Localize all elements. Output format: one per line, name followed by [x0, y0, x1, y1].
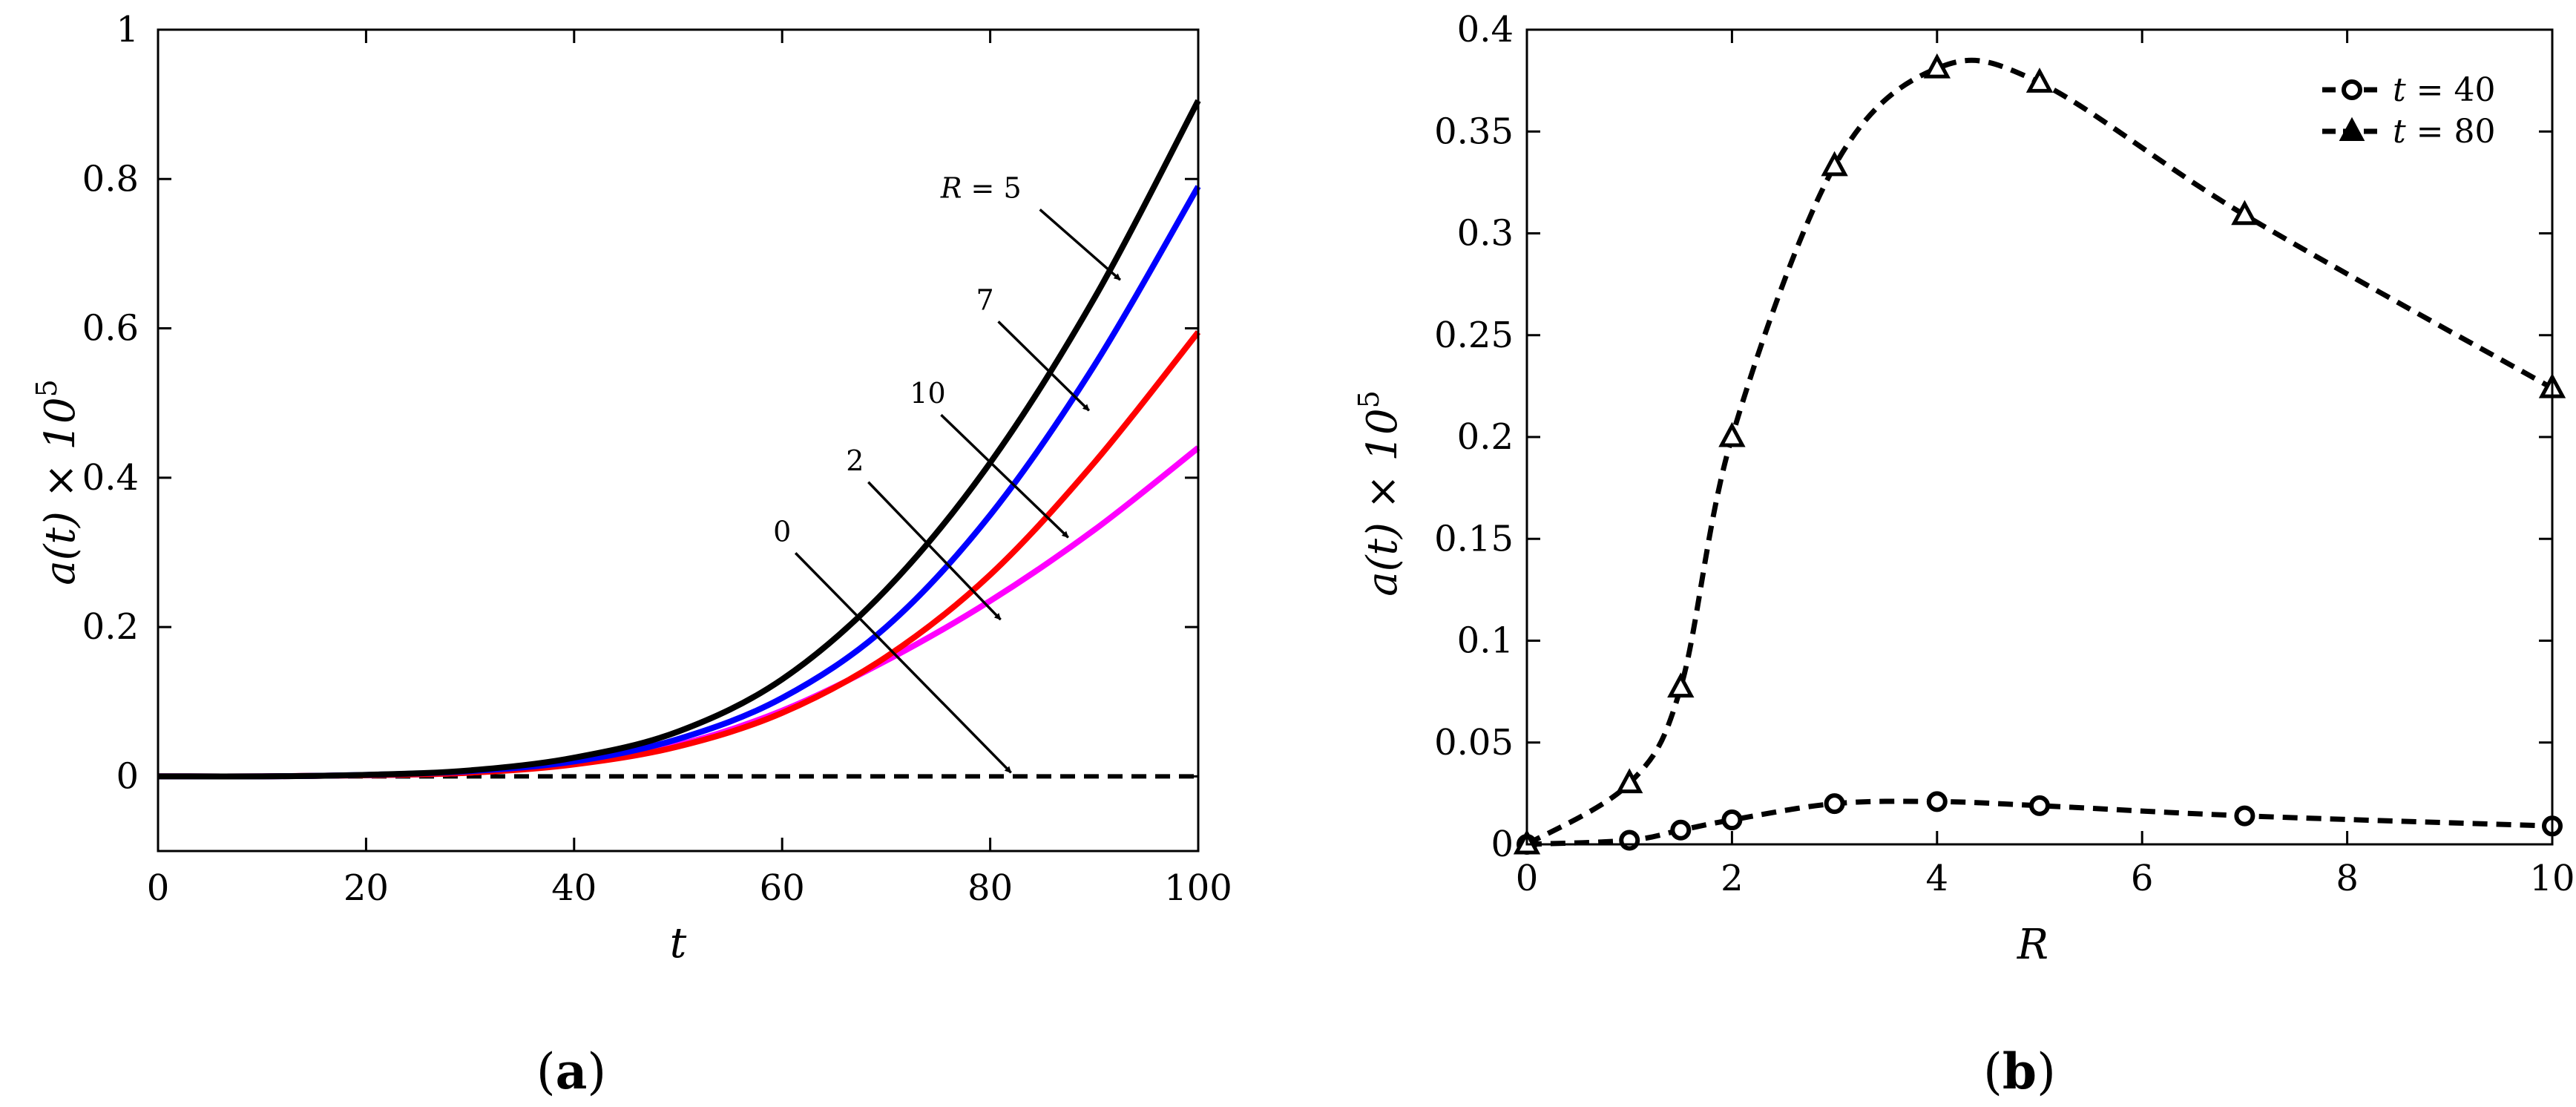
chart-b-x-tick-label: 8	[2336, 858, 2359, 899]
chart-b-point-t80	[2231, 200, 2258, 226]
chart-b-y-tick-label: 0.25	[1434, 315, 1514, 356]
chart-b-point-t40	[2029, 795, 2050, 816]
chart-a-annotation-label: 10	[910, 377, 945, 410]
chart-b-point-t40	[1926, 791, 1948, 812]
legend-marker-circle-icon	[2342, 79, 2362, 100]
chart-b-y-axis-label-base: a(t) × 10	[1358, 408, 1407, 596]
legend-marker-triangle-icon	[2339, 116, 2365, 141]
chart-a-y-tick-label: 0.4	[82, 457, 139, 499]
chart-b-axes: 0 2 4 6 8 10 0 0.05 0.1 0.15 0.2 0.25 0.3 0.35 0.4	[1434, 9, 2575, 899]
chart-a-y-axis-label-exponent: 5	[30, 379, 63, 397]
chart-b-point-t40	[2234, 805, 2255, 827]
chart-b-point-t80	[1821, 151, 1848, 177]
chart-b-y-tick-label: 0	[1491, 824, 1514, 865]
chart-a-x-axis-label: t	[670, 919, 687, 968]
chart-a-annotations: R = 5 7 10 2 0	[773, 171, 1122, 774]
chart-a-x-tick-label: 20	[344, 867, 389, 909]
legend-entry-t40: t = 40	[2322, 71, 2496, 109]
chart-b-point-t80	[2025, 68, 2054, 93]
chart-a-y-tick-label: 0.8	[82, 158, 139, 200]
chart-a-y-tick-label: 0.2	[82, 606, 139, 648]
chart-a-annotation-label: 7	[976, 283, 993, 316]
chart-b-y-tick-label: 0.15	[1434, 518, 1514, 559]
chart-b-x-tick-label: 4	[1926, 858, 1949, 899]
chart-a-series-line-2	[157, 445, 1200, 780]
chart-a-annotation-arrow	[794, 552, 1012, 774]
chart-a-annotation-arrow	[867, 481, 1002, 621]
chart-a-y-axis-label: a(t) × 105	[30, 379, 85, 585]
chart-a-y-tick-label: 0	[116, 755, 139, 797]
chart-a-series-line-7	[157, 185, 1201, 780]
chart-a-y-tick-label: 1	[116, 9, 139, 50]
chart-b-y-tick-label: 0.3	[1457, 213, 1514, 254]
chart-b-y-tick-label: 0.4	[1457, 9, 1514, 50]
chart-a-x-tick-label: 80	[967, 867, 1013, 909]
chart-b-y-axis-label-exponent: 5	[1353, 390, 1385, 408]
legend-var-t40: t	[2393, 71, 2406, 109]
chart-a-annotation-arrow	[997, 321, 1091, 412]
legend-label-t40: t = 40	[2393, 71, 2496, 109]
chart-a-series-group	[157, 99, 1201, 780]
chart-b-y-tick-label: 0.1	[1457, 620, 1514, 662]
chart-b-point-t80	[1923, 53, 1951, 79]
chart-b-x-tick-label: 6	[2131, 858, 2154, 899]
chart-a-y-axis-label-base: a(t) × 10	[36, 397, 85, 585]
chart-b-point-t40	[1670, 819, 1692, 841]
chart-b-x-tick-label: 2	[1721, 858, 1744, 899]
legend-value-t40: = 40	[2406, 71, 2496, 109]
chart-a-annotation-var: R	[940, 171, 962, 204]
chart-b-point-t80	[1667, 672, 1695, 698]
chart-b-x-tick-label: 10	[2529, 858, 2575, 899]
chart-b-y-tick-label: 0.05	[1434, 722, 1514, 763]
chart-b-point-t80	[1616, 768, 1643, 794]
chart-b-panel-letter: b	[2002, 1042, 2037, 1100]
chart-a-x-tick-label: 60	[760, 867, 805, 909]
chart-b-y-tick-label: 0.2	[1457, 416, 1514, 458]
chart-b-x-tick-label: 0	[1516, 858, 1539, 899]
chart-a-annotation-arrow	[940, 413, 1069, 539]
chart-a-annotation-label: 2	[846, 444, 864, 477]
chart-a-panel-label: (a)	[536, 1042, 606, 1100]
chart-a-series-line-R5	[157, 99, 1201, 780]
chart-a-frame	[157, 28, 1200, 853]
chart-b-point-t40	[1721, 809, 1743, 831]
chart-a-x-tick-label: 0	[147, 867, 170, 909]
chart-b-point-t40	[1619, 830, 1640, 851]
chart-b-frame	[1525, 28, 2554, 846]
chart-b-y-tick-label: 0.35	[1434, 111, 1514, 152]
chart-b: 0 2 4 6 8 10 0 0.05 0.1 0.15 0.2 0.25 0.3 0.35 0.4 R a…	[1353, 9, 2575, 1100]
chart-b-series-line-t40	[1526, 798, 2553, 847]
chart-a-y-tick-label: 0.6	[82, 308, 139, 349]
chart-b-point-t40	[1824, 793, 1845, 815]
chart-a-annotation-label: R = 5	[940, 171, 1022, 204]
chart-b-y-axis-label: a(t) × 105	[1353, 390, 1407, 597]
chart-a-annotation-value: = 5	[962, 171, 1021, 204]
chart-a-x-tick-label: 100	[1164, 867, 1232, 909]
chart-a-annotation-label: 0	[773, 515, 791, 548]
chart-b-x-axis-label: R	[2017, 921, 2048, 969]
chart-a-panel-letter: a	[556, 1042, 588, 1100]
chart-a-series-line-10	[157, 330, 1201, 780]
chart-b-point-t80	[1718, 421, 1746, 447]
chart-b-series-group	[1513, 53, 2566, 855]
chart-b-panel-label: (b)	[1983, 1042, 2056, 1100]
legend-label-t80: t = 80	[2393, 113, 2496, 151]
legend-var-t80: t	[2393, 113, 2406, 151]
legend-value-t80: = 80	[2406, 113, 2496, 151]
legend-entry-t80: t = 80	[2322, 113, 2496, 151]
chart-a-x-tick-label: 40	[551, 867, 597, 909]
chart-b-series-line-t80	[1525, 57, 2554, 847]
chart-a-annotation-arrow	[1039, 208, 1122, 281]
chart-b-legend: t = 40 t = 80	[2322, 71, 2496, 151]
